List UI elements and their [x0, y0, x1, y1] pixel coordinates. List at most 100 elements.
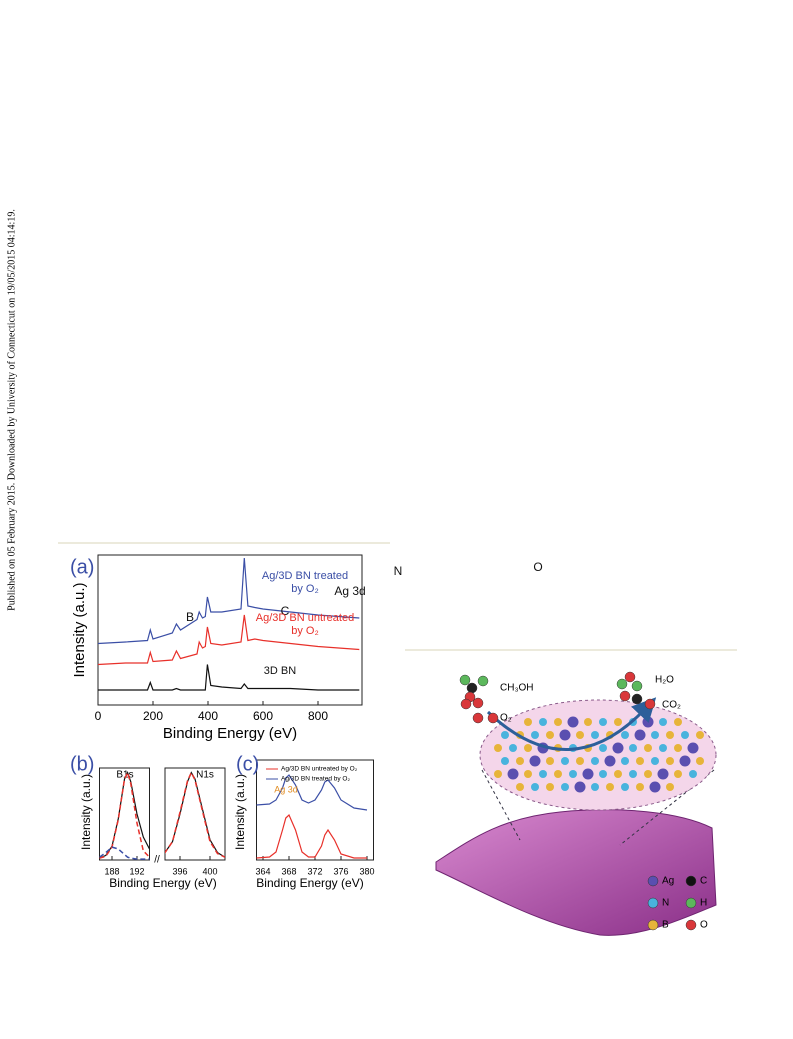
- x-tick-label: 188: [104, 866, 119, 876]
- x-axis-label: Binding Energy (eV): [256, 876, 363, 890]
- series-line: [256, 813, 367, 859]
- atom: [659, 718, 667, 726]
- atom: [636, 783, 644, 791]
- atom: [644, 770, 652, 778]
- series-label: Ag/3D BN untreated by O₂: [255, 612, 355, 637]
- legend-label: O: [700, 920, 708, 931]
- atom: [606, 783, 614, 791]
- molecule-atom: [459, 674, 471, 686]
- atom: [666, 757, 674, 765]
- atom: [629, 770, 637, 778]
- annotation: B: [186, 610, 194, 624]
- x-tick-label: 200: [143, 709, 163, 723]
- x-axis-label: Binding Energy (eV): [163, 725, 297, 742]
- atom: [599, 744, 607, 752]
- series-line: [165, 770, 225, 858]
- legend-label: B: [662, 920, 669, 931]
- molecule-atom: [631, 693, 643, 705]
- scheme: [435, 697, 717, 936]
- lattice: [494, 716, 704, 793]
- annotation: Ag 3d: [274, 784, 298, 794]
- atom: [524, 744, 532, 752]
- x-tick-label: 376: [333, 866, 348, 876]
- atom: [591, 731, 599, 739]
- legend-atom: [647, 897, 659, 909]
- molecule-atom: [466, 682, 478, 694]
- atom: [599, 770, 607, 778]
- atom: [644, 744, 652, 752]
- atom: [554, 770, 562, 778]
- atom: [501, 731, 509, 739]
- series-line: [256, 774, 368, 811]
- annotation: C: [281, 604, 290, 618]
- atom: [621, 757, 629, 765]
- legend-label: Ag/3D BN untreated by O₂: [281, 766, 358, 773]
- atom: [687, 742, 699, 754]
- atom: [679, 755, 691, 767]
- atom: [546, 731, 554, 739]
- atom: [604, 755, 616, 767]
- atom: [554, 718, 562, 726]
- x-tick-label: 800: [308, 709, 328, 723]
- panel-label: (c): [236, 753, 259, 775]
- atom: [696, 731, 704, 739]
- y-axis-label: Intensity (a.u.): [71, 582, 88, 677]
- atom: [569, 770, 577, 778]
- annotation: N: [394, 564, 403, 578]
- atom: [529, 755, 541, 767]
- panel-label: (b): [70, 753, 94, 775]
- molecule-atom: [624, 671, 636, 683]
- legend-label: Ag/3D BN treated by O₂: [281, 776, 350, 783]
- atom: [584, 718, 592, 726]
- reactant-label: CH₃OH: [500, 683, 534, 694]
- atom: [612, 742, 624, 754]
- molecule-atom: [472, 697, 484, 709]
- product-label: CO₂: [662, 700, 681, 711]
- x-tick-label: 364: [255, 866, 270, 876]
- peak-title: B1s: [116, 770, 133, 781]
- atom: [666, 731, 674, 739]
- plot-frame: [164, 767, 226, 861]
- atom: [651, 731, 659, 739]
- atom: [614, 770, 622, 778]
- series-label: Ag/3D BN treated by O₂: [261, 570, 349, 595]
- series-label: 3D BN: [263, 665, 297, 677]
- surface: [435, 809, 717, 936]
- x-tick-label: 372: [307, 866, 322, 876]
- atom: [591, 757, 599, 765]
- series-line: [98, 557, 360, 645]
- reactant-label: O₂: [500, 713, 512, 724]
- axis-break: //: [154, 855, 160, 866]
- atom: [582, 768, 594, 780]
- atom: [516, 783, 524, 791]
- x-axis-label: Binding Energy (eV): [109, 876, 216, 890]
- x-tick-label: 600: [253, 709, 273, 723]
- legend-label: Ag: [662, 876, 674, 887]
- legend-atom: [647, 875, 659, 887]
- atom: [629, 744, 637, 752]
- atom: [507, 768, 519, 780]
- molecule-atom: [472, 712, 484, 724]
- peak-title: N1s: [196, 770, 214, 781]
- atom: [649, 781, 661, 793]
- atom: [494, 744, 502, 752]
- atom: [509, 744, 517, 752]
- atom: [546, 757, 554, 765]
- atom: [599, 718, 607, 726]
- legend-atom: [647, 919, 659, 931]
- series-line: [99, 770, 150, 859]
- atom: [574, 781, 586, 793]
- atom: [591, 783, 599, 791]
- atom: [657, 768, 669, 780]
- atom: [561, 757, 569, 765]
- molecule-atom: [631, 680, 643, 692]
- annotation: Ag 3d: [334, 584, 365, 598]
- zoom-line: [481, 769, 521, 841]
- atom: [666, 783, 674, 791]
- atom: [576, 731, 584, 739]
- legend-atom: [685, 919, 697, 931]
- atom: [524, 718, 532, 726]
- atom: [561, 783, 569, 791]
